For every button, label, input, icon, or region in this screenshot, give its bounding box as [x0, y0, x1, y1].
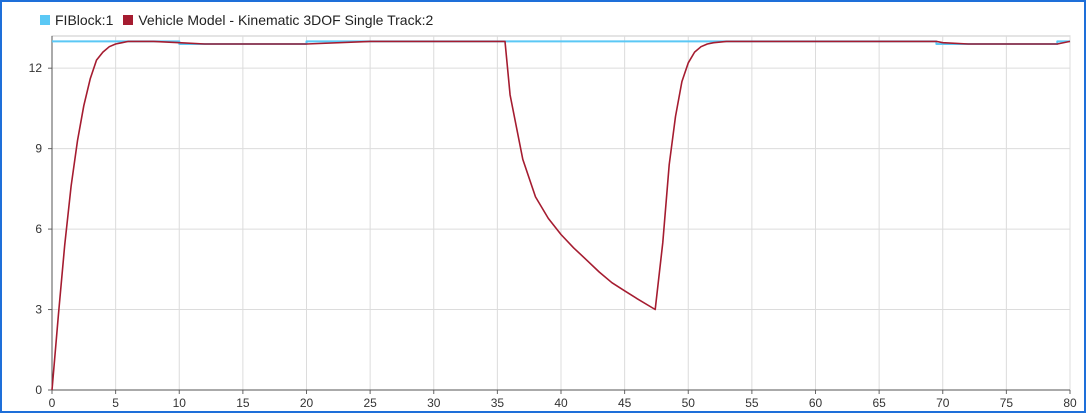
x-tick-label: 5 — [112, 396, 119, 410]
x-tick-label: 20 — [300, 396, 314, 410]
x-tick-label: 40 — [554, 396, 568, 410]
x-tick-label: 80 — [1063, 396, 1077, 410]
legend-swatch-fiblock — [40, 15, 50, 25]
x-tick-label: 65 — [872, 396, 886, 410]
x-tick-label: 60 — [809, 396, 823, 410]
x-tick-label: 55 — [745, 396, 759, 410]
legend-label-vehicle-model: Vehicle Model - Kinematic 3DOF Single Tr… — [138, 12, 434, 28]
legend-swatch-vehicle-model — [123, 15, 134, 25]
x-tick-label: 50 — [682, 396, 696, 410]
legend-item-vehicle-model[interactable]: Vehicle Model - Kinematic 3DOF Single Tr… — [123, 12, 433, 28]
x-tick-label: 70 — [936, 396, 950, 410]
x-tick-label: 0 — [49, 396, 56, 410]
x-tick-label: 25 — [363, 396, 377, 410]
x-tick-label: 35 — [491, 396, 505, 410]
y-tick-label: 9 — [35, 142, 42, 156]
y-tick-label: 6 — [35, 222, 42, 236]
legend-label-fiblock: FIBlock:1 — [55, 12, 114, 28]
y-tick-label: 3 — [35, 303, 42, 317]
y-tick-label: 12 — [29, 61, 43, 75]
legend-item-fiblock[interactable]: FIBlock:1 — [40, 12, 113, 28]
x-tick-label: 30 — [427, 396, 441, 410]
x-tick-label: 15 — [236, 396, 250, 410]
x-tick-label: 10 — [173, 396, 187, 410]
x-tick-label: 75 — [1000, 396, 1014, 410]
y-tick-label: 0 — [35, 383, 42, 397]
legend: FIBlock:1 Vehicle Model - Kinematic 3DOF… — [40, 12, 433, 28]
x-tick-label: 45 — [618, 396, 632, 410]
series-line-1 — [51, 40, 1071, 391]
